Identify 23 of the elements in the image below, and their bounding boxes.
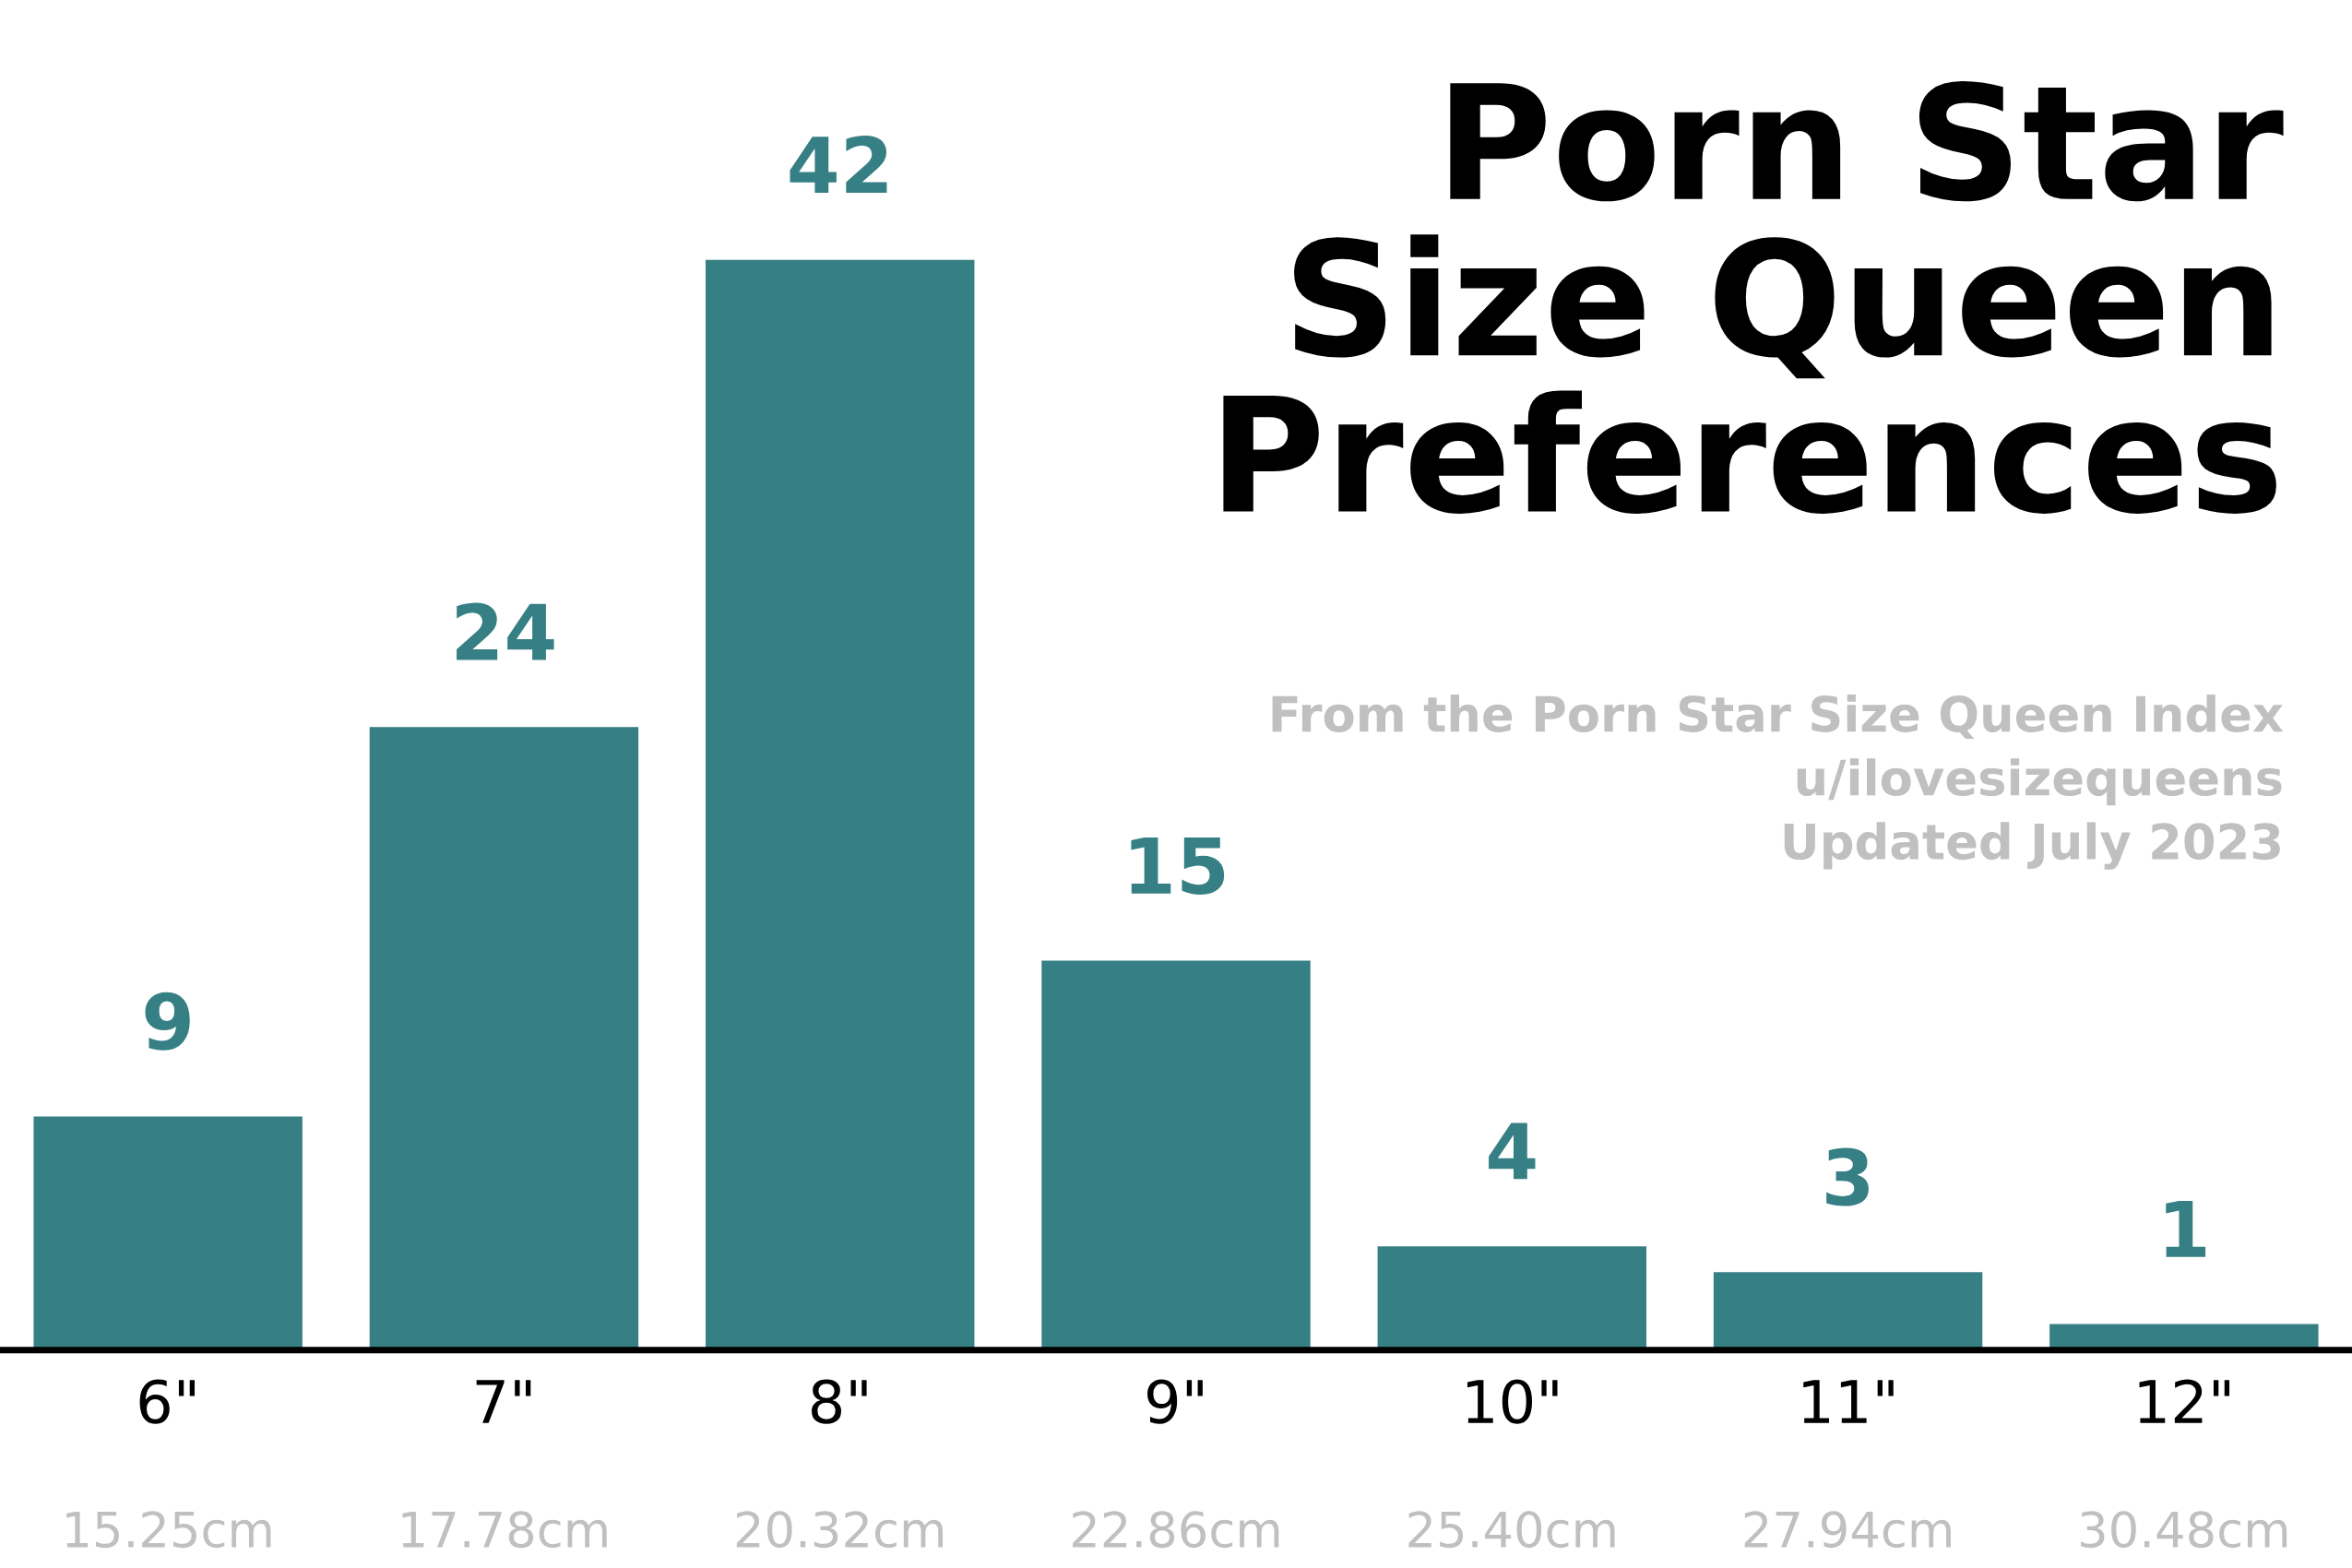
- text: 25.40cm: [1408, 1511, 1615, 1549]
- x-tick-label: 12": [2139, 1379, 2230, 1423]
- x-tick-label: 8": [812, 1379, 867, 1424]
- text: 17.78cm: [402, 1511, 607, 1549]
- data-label: 9: [145, 992, 190, 1051]
- text: 20.32cm: [736, 1511, 943, 1549]
- x-tick-label: 6": [139, 1379, 196, 1424]
- data-label: 1: [2166, 1200, 2206, 1257]
- text: 27.94cm: [1744, 1511, 1951, 1549]
- chart-title: Porn Star Size Queen Preferences: [1223, 81, 2284, 514]
- text: 30.48cm: [2081, 1511, 2287, 1549]
- data-label: 15: [1131, 837, 1225, 895]
- text: 15.25cm: [66, 1511, 271, 1549]
- data-label: 4: [1489, 1123, 1536, 1180]
- data-label: 24: [457, 602, 554, 660]
- x-tick-label: 11": [1803, 1380, 1894, 1423]
- x-tick-label: 7": [476, 1380, 531, 1423]
- data-label: 3: [1826, 1147, 1869, 1206]
- x-tick-label: 10": [1467, 1379, 1558, 1424]
- data-label: 42: [790, 136, 887, 193]
- x-tick-label: 9": [1147, 1379, 1203, 1424]
- text: 22.86cm: [1073, 1511, 1279, 1549]
- text: From the Porn Star Size Queen Index u/ilovesizequeens Updated July 2023: [1272, 695, 2284, 870]
